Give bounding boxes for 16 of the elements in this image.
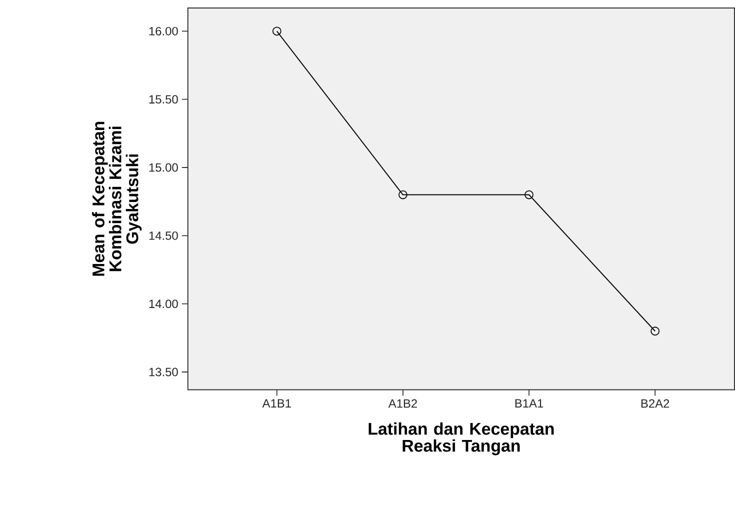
point (272, 26, 282, 36)
y-tick-label: 16.00 (149, 27, 178, 36)
y-tick-label: 14.00 (149, 300, 178, 308)
y-tick-label: 15.00 (149, 163, 178, 172)
y-tick-label: 14.50 (149, 232, 178, 240)
x-tick-label: A1B2 (388, 399, 417, 408)
x-tick-label: B1A1 (515, 399, 544, 408)
y-tick-label: 13.50 (149, 368, 178, 376)
x-axis-title: Latihan dan Kecepatan Reaksi Tangan (368, 422, 554, 456)
y-axis-title: Mean of Kecepatan Kombinasi Kizami Gyakutsuki (92, 122, 142, 276)
point (398, 190, 408, 200)
point (524, 190, 534, 200)
x-tick-label: A1B1 (262, 399, 291, 408)
x-tick-label: B2A2 (641, 399, 670, 408)
y-tick-label: 15.50 (149, 95, 178, 104)
point (650, 326, 660, 336)
